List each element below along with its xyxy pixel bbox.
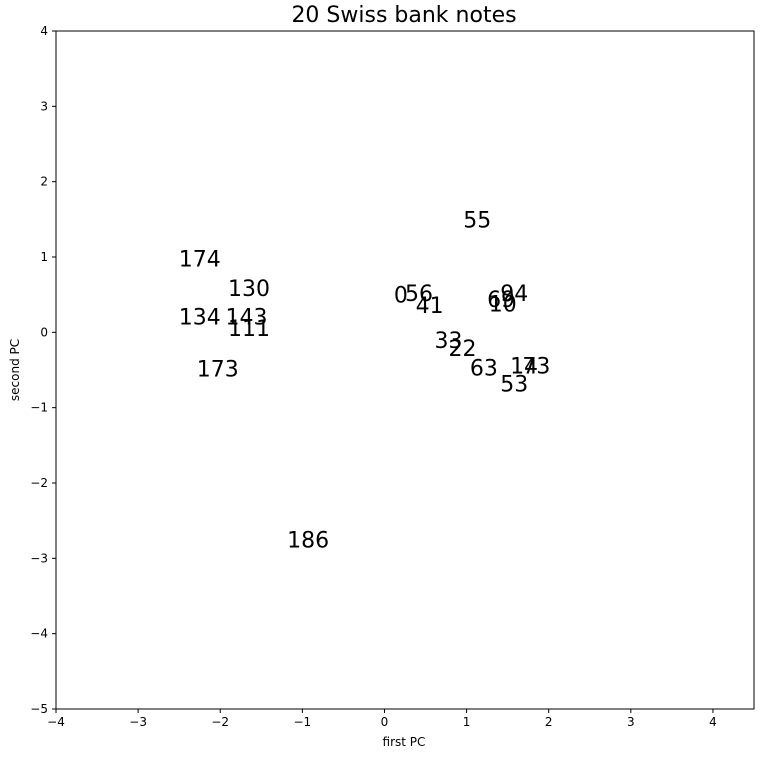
y-tick-label: −4 xyxy=(30,627,48,641)
x-tick-label: −3 xyxy=(129,715,147,729)
point-label-55: 55 xyxy=(463,208,491,233)
point-label-174: 174 xyxy=(179,248,221,273)
point-label-130: 130 xyxy=(228,277,270,302)
point-label-94: 94 xyxy=(500,282,528,307)
y-tick-label: −2 xyxy=(30,476,48,490)
x-axis-ticks: −4 −3 −2 −1 0 1 2 3 4 xyxy=(47,709,717,729)
x-tick-label: 1 xyxy=(463,715,471,729)
y-tick-label: −1 xyxy=(30,401,48,415)
point-label-143: 143 xyxy=(226,306,268,331)
point-label-41: 41 xyxy=(416,294,444,319)
x-tick-label: 2 xyxy=(545,715,553,729)
x-tick-label: 0 xyxy=(381,715,389,729)
point-label-0: 0 xyxy=(394,284,408,309)
y-tick-label: −3 xyxy=(30,551,48,565)
point-label-173: 173 xyxy=(197,357,239,382)
x-tick-label: 3 xyxy=(627,715,635,729)
point-label-134: 134 xyxy=(179,306,221,331)
x-tick-label: 4 xyxy=(709,715,717,729)
point-label-22: 22 xyxy=(448,337,476,362)
point-label-53: 53 xyxy=(500,373,528,398)
y-tick-label: 3 xyxy=(40,99,48,113)
point-label-56: 56 xyxy=(405,282,433,307)
y-tick-label: 4 xyxy=(40,24,48,38)
y-tick-label: 1 xyxy=(40,250,48,264)
point-label-73: 73 xyxy=(522,354,550,379)
point-label-69: 69 xyxy=(487,288,515,313)
x-axis-label: first PC xyxy=(383,735,426,749)
x-tick-label: −4 xyxy=(47,715,65,729)
y-axis-ticks: −5 −4 −3 −2 −1 0 1 2 3 4 xyxy=(30,24,56,716)
point-label-186: 186 xyxy=(287,529,329,554)
y-tick-label: 0 xyxy=(40,325,48,339)
point-label-14: 14 xyxy=(510,354,538,379)
y-tick-label: 2 xyxy=(40,175,48,189)
point-label-10: 10 xyxy=(489,293,517,318)
point-label-63: 63 xyxy=(470,357,498,382)
x-tick-label: −1 xyxy=(294,715,312,729)
x-tick-label: −2 xyxy=(211,715,229,729)
y-axis-label: second PC xyxy=(8,339,22,401)
point-label-33: 33 xyxy=(435,329,463,354)
chart-title: 20 Swiss bank notes xyxy=(291,3,516,28)
point-label-111: 111 xyxy=(228,317,270,342)
y-tick-label: −5 xyxy=(30,702,48,716)
plot-area xyxy=(55,30,755,710)
